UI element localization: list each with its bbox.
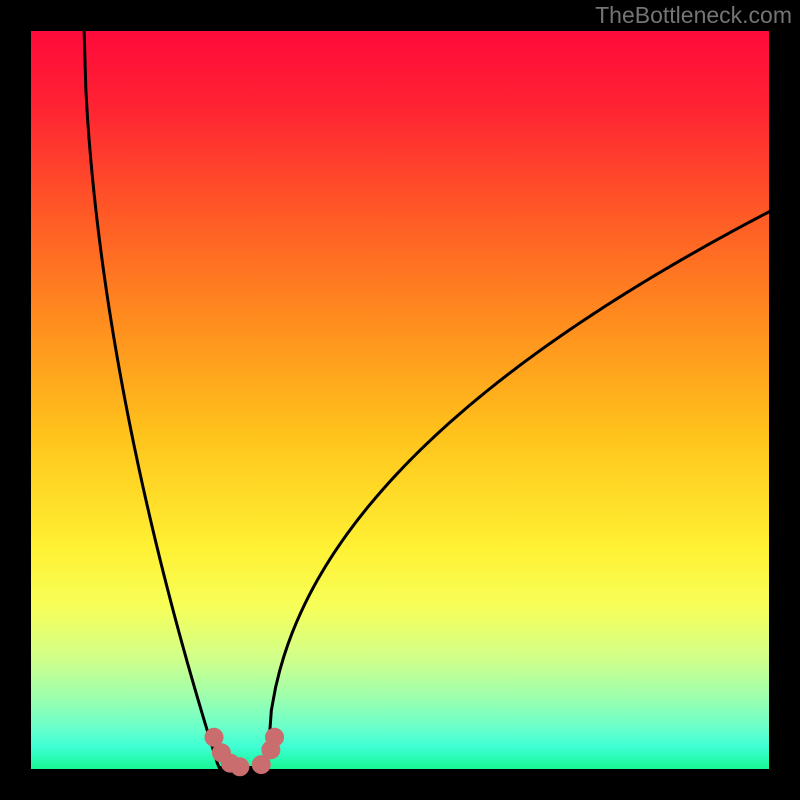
marker-dot (231, 758, 249, 776)
marker-dot (266, 728, 284, 746)
plot-gradient-area (31, 31, 769, 769)
watermark-text: TheBottleneck.com (595, 2, 792, 29)
bottleneck-chart (0, 0, 800, 800)
